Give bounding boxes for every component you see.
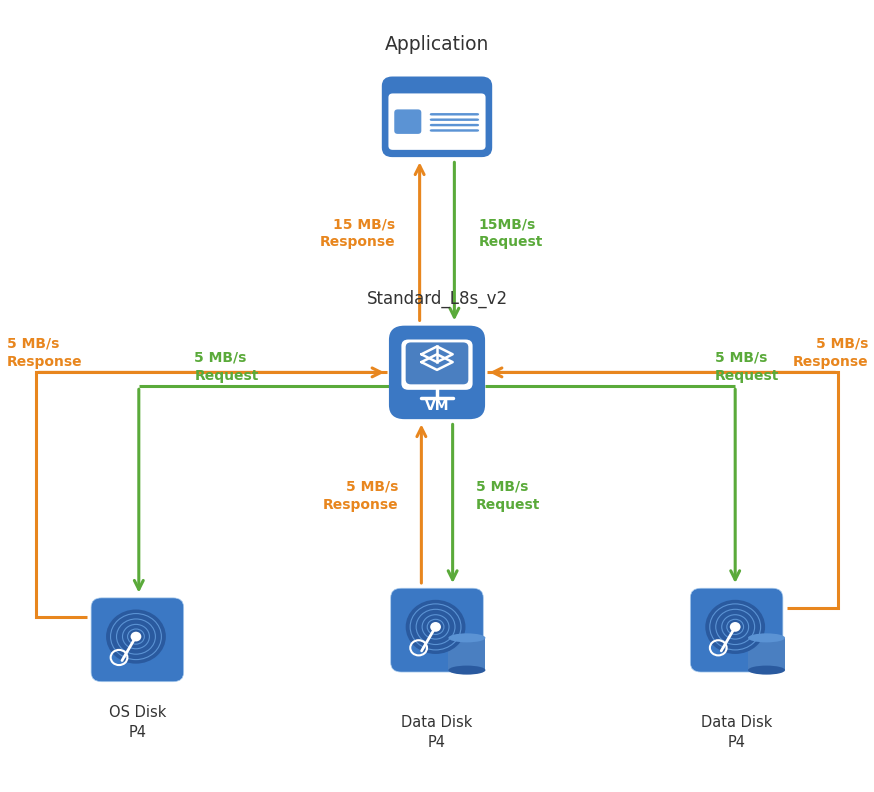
FancyBboxPatch shape xyxy=(91,598,184,682)
Text: 5 MB/s
Request: 5 MB/s Request xyxy=(476,480,540,512)
Circle shape xyxy=(130,632,142,642)
Text: OS Disk
P4: OS Disk P4 xyxy=(108,706,166,740)
Circle shape xyxy=(106,610,166,664)
Text: 5 MB/s
Response: 5 MB/s Response xyxy=(793,337,869,368)
Circle shape xyxy=(730,622,740,632)
Text: 5 MB/s
Request: 5 MB/s Request xyxy=(194,351,259,383)
Ellipse shape xyxy=(748,634,785,642)
FancyBboxPatch shape xyxy=(429,129,480,131)
Text: Standard_L8s_v2: Standard_L8s_v2 xyxy=(366,290,508,308)
Bar xyxy=(448,638,485,670)
FancyBboxPatch shape xyxy=(382,77,492,157)
FancyBboxPatch shape xyxy=(690,588,783,672)
Ellipse shape xyxy=(448,634,485,642)
Circle shape xyxy=(705,600,765,654)
Text: 5 MB/s
Request: 5 MB/s Request xyxy=(715,351,780,383)
Ellipse shape xyxy=(448,665,485,675)
Text: 15MB/s
Request: 15MB/s Request xyxy=(479,218,543,249)
Circle shape xyxy=(406,600,466,654)
FancyBboxPatch shape xyxy=(406,342,468,384)
FancyBboxPatch shape xyxy=(388,93,486,150)
Text: 15 MB/s
Response: 15 MB/s Response xyxy=(320,218,395,249)
FancyBboxPatch shape xyxy=(391,588,483,672)
Text: Data Disk
P4: Data Disk P4 xyxy=(401,715,473,750)
Bar xyxy=(748,638,785,670)
Text: 5 MB/s
Response: 5 MB/s Response xyxy=(7,337,83,368)
FancyBboxPatch shape xyxy=(401,340,473,390)
Text: 5 MB/s
Response: 5 MB/s Response xyxy=(323,480,398,512)
Ellipse shape xyxy=(748,665,785,675)
Text: VM: VM xyxy=(425,399,449,413)
FancyBboxPatch shape xyxy=(389,326,485,419)
FancyBboxPatch shape xyxy=(429,113,480,116)
FancyBboxPatch shape xyxy=(429,119,480,121)
Text: Data Disk
P4: Data Disk P4 xyxy=(701,715,773,750)
FancyBboxPatch shape xyxy=(429,124,480,126)
FancyBboxPatch shape xyxy=(394,109,421,134)
Circle shape xyxy=(430,622,441,632)
Text: Application: Application xyxy=(385,36,489,55)
